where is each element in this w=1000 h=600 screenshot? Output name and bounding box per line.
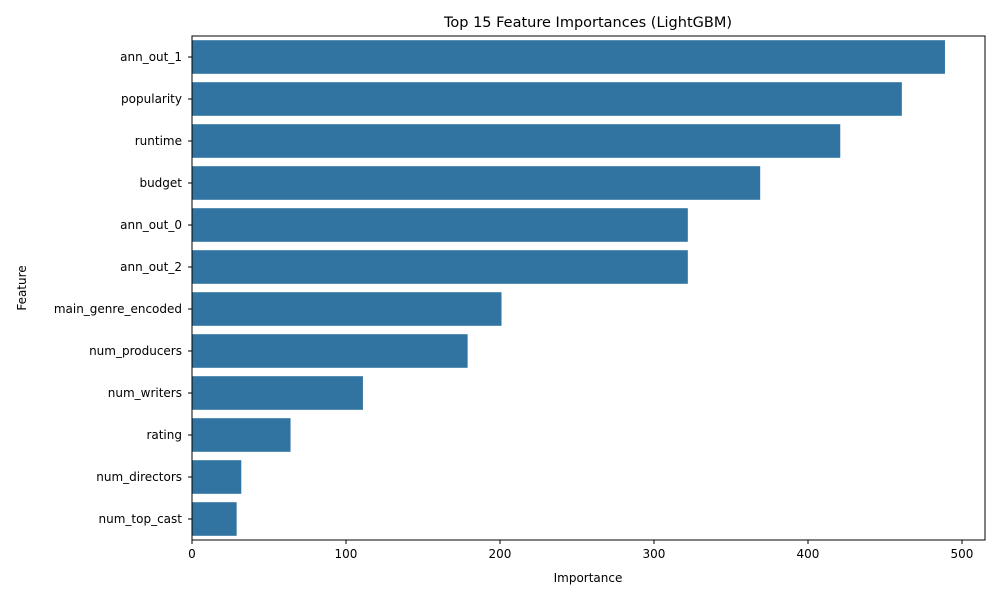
y-tick-label: main_genre_encoded [54, 302, 182, 316]
bar-main-genre-encoded [192, 292, 502, 326]
bar-ann-out-1 [192, 40, 945, 74]
y-tick-label: num_directors [96, 470, 182, 484]
x-tick-label: 500 [950, 547, 973, 561]
y-tick-label: num_producers [89, 344, 182, 358]
bar-num-top-cast [192, 502, 237, 536]
x-axis-ticks: 0 100 200 300 400 500 [188, 540, 973, 561]
bar-num-directors [192, 460, 242, 494]
bar-budget [192, 166, 761, 200]
bar-num-writers [192, 376, 363, 410]
y-tick-label: budget [139, 176, 182, 190]
chart-title: Top 15 Feature Importances (LightGBM) [443, 15, 732, 31]
x-tick-label: 200 [489, 547, 512, 561]
x-tick-label: 100 [335, 547, 358, 561]
bar-ann-out-2 [192, 250, 688, 284]
y-tick-label: num_top_cast [99, 512, 183, 526]
plot-frame [191, 35, 986, 541]
bar-rating [192, 418, 291, 452]
y-tick-label: popularity [121, 92, 182, 106]
y-axis-ticks: ann_out_1 popularity runtime budget ann_out_… [54, 50, 192, 526]
bar-popularity [192, 82, 902, 116]
y-tick-label: runtime [135, 134, 182, 148]
y-tick-label: ann_out_2 [120, 260, 182, 274]
y-tick-label: ann_out_0 [120, 218, 182, 232]
x-axis-label: Importance [554, 571, 623, 585]
y-axis-label: Feature [15, 265, 29, 310]
bar-ann-out-0 [192, 208, 688, 242]
y-tick-label: num_writers [108, 386, 182, 400]
x-tick-label: 400 [796, 547, 819, 561]
y-tick-label: rating [146, 428, 182, 442]
bar-runtime [192, 124, 841, 158]
bar-num-producers [192, 334, 468, 368]
x-tick-label: 0 [188, 547, 196, 561]
x-tick-label: 300 [642, 547, 665, 561]
bars-group [192, 40, 945, 536]
y-tick-label: ann_out_1 [120, 50, 182, 64]
